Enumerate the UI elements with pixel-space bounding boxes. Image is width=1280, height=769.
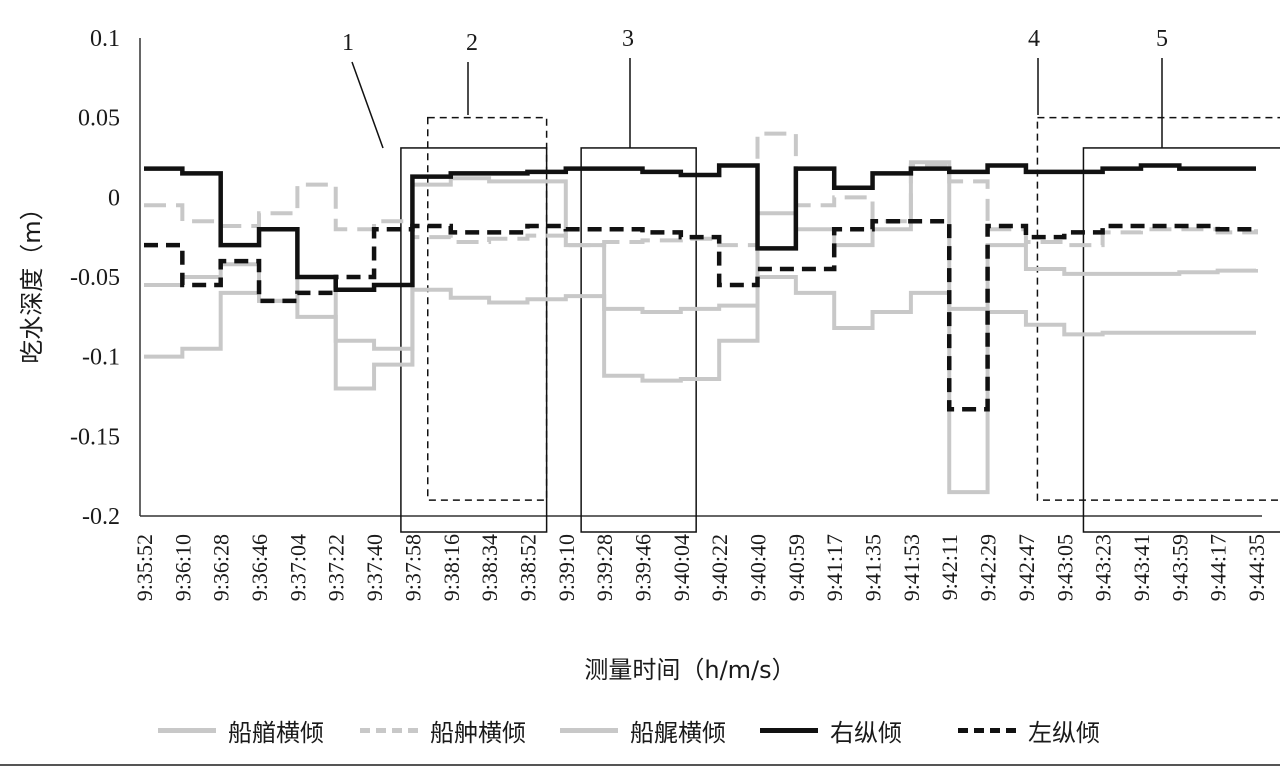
annotation-boxes: 1 2 3 4 5 bbox=[342, 26, 1280, 533]
legend-item: 船舯横倾 bbox=[360, 715, 526, 747]
y-tick-label: 0 bbox=[108, 185, 120, 211]
y-tick-label: 0.1 bbox=[90, 26, 120, 52]
x-axis-title: 测量时间（h/m/s） bbox=[584, 656, 795, 684]
series-line-2 bbox=[144, 131, 1258, 248]
legend-label: 船艏横倾 bbox=[228, 718, 324, 747]
x-tick-label: 9:36:46 bbox=[247, 534, 272, 601]
x-tick-label: 9:42:29 bbox=[976, 534, 1001, 601]
x-tick-label: 9:41:17 bbox=[822, 534, 847, 601]
x-tick-label: 9:36:10 bbox=[170, 534, 195, 601]
legend-label: 左纵倾 bbox=[1028, 718, 1100, 747]
legend-swatch bbox=[760, 727, 818, 733]
x-tick-label: 9:40:40 bbox=[746, 534, 771, 601]
y-tick-label: 0.05 bbox=[78, 106, 120, 132]
x-tick-label: 9:37:04 bbox=[285, 534, 310, 601]
y-tick-label: -0.15 bbox=[70, 424, 120, 450]
legend-swatch bbox=[560, 727, 618, 733]
annotation-leader bbox=[351, 61, 384, 149]
x-tick-label: 9:39:46 bbox=[630, 534, 655, 601]
x-tick-label: 9:42:11 bbox=[937, 534, 962, 600]
axes bbox=[139, 38, 1262, 517]
x-tick-label: 9:37:22 bbox=[324, 534, 349, 601]
series-line-4 bbox=[144, 163, 1256, 292]
x-tick-label: 9:38:34 bbox=[477, 534, 502, 601]
tick-labels: 0.1 0.05 0 -0.05 -0.1 -0.15 -0.2 9:35:52 9:36:10… bbox=[18, 26, 1269, 684]
annotation-box-4 bbox=[1036, 116, 1280, 501]
annotation-label: 4 bbox=[1028, 26, 1040, 52]
bottom-divider bbox=[0, 764, 1280, 766]
annotation-label: 2 bbox=[466, 30, 478, 56]
annotation-box-3 bbox=[580, 147, 697, 533]
x-tick-label: 9:37:40 bbox=[362, 534, 387, 601]
legend-item: 船艉横倾 bbox=[560, 715, 726, 747]
annotation-label: 5 bbox=[1156, 26, 1168, 52]
x-tick-label: 9:39:10 bbox=[554, 534, 579, 601]
legend-swatch bbox=[360, 727, 418, 733]
series-line-5 bbox=[144, 218, 1256, 412]
legend-item: 船艏横倾 bbox=[158, 715, 324, 747]
x-tick-label: 9:41:53 bbox=[899, 534, 924, 601]
x-tick-label: 9:36:28 bbox=[209, 534, 234, 601]
legend-label: 右纵倾 bbox=[830, 718, 902, 747]
x-tick-label: 9:37:58 bbox=[400, 534, 425, 601]
y-tick-label: -0.1 bbox=[82, 345, 120, 371]
x-tick-label: 9:40:22 bbox=[707, 534, 732, 601]
x-tick-label: 9:35:52 bbox=[132, 534, 157, 601]
annotation-box-1 bbox=[400, 147, 548, 533]
y-tick-label: -0.05 bbox=[70, 265, 120, 291]
legend-label: 船舯横倾 bbox=[430, 718, 526, 747]
x-tick-label: 9:38:16 bbox=[439, 534, 464, 601]
line-chart: 1 2 3 4 5 0.1 0.05 0 -0.05 -0.1 -0.15 -0.2 9:35:52 9… bbox=[18, 26, 1280, 684]
x-tick-label: 9:42:47 bbox=[1014, 534, 1039, 601]
x-tick-label: 9:43:23 bbox=[1091, 534, 1116, 601]
annotation-label: 1 bbox=[342, 30, 354, 56]
x-tick-label: 9:39:28 bbox=[592, 534, 617, 601]
legend-swatch bbox=[158, 727, 216, 733]
x-tick-label: 9:43:05 bbox=[1052, 534, 1077, 601]
annotation-label: 3 bbox=[622, 26, 634, 52]
y-axis-title: 吃水深度（m） bbox=[18, 196, 46, 363]
legend: 船艏横倾 船舯横倾 船艉横倾 右纵倾 左纵倾 bbox=[0, 705, 1280, 757]
y-tick-label: -0.2 bbox=[82, 504, 120, 530]
x-tick-label: 9:44:35 bbox=[1244, 534, 1269, 601]
x-tick-label: 9:40:04 bbox=[669, 534, 694, 601]
x-tick-label: 9:43:41 bbox=[1129, 534, 1154, 601]
x-tick-label: 9:43:59 bbox=[1167, 534, 1192, 601]
series-layer bbox=[143, 131, 1258, 495]
legend-item: 右纵倾 bbox=[760, 715, 902, 747]
x-tick-label: 9:41:35 bbox=[861, 534, 886, 601]
x-tick-label: 9:38:52 bbox=[515, 534, 540, 601]
series-line-3 bbox=[144, 160, 1258, 495]
annotation-box-5 bbox=[1082, 147, 1280, 533]
legend-label: 船艉横倾 bbox=[630, 718, 726, 747]
legend-item: 左纵倾 bbox=[958, 715, 1100, 747]
legend-swatch bbox=[958, 727, 1016, 733]
x-tick-label: 9:44:17 bbox=[1206, 534, 1231, 601]
x-tick-label: 9:40:59 bbox=[784, 534, 809, 601]
